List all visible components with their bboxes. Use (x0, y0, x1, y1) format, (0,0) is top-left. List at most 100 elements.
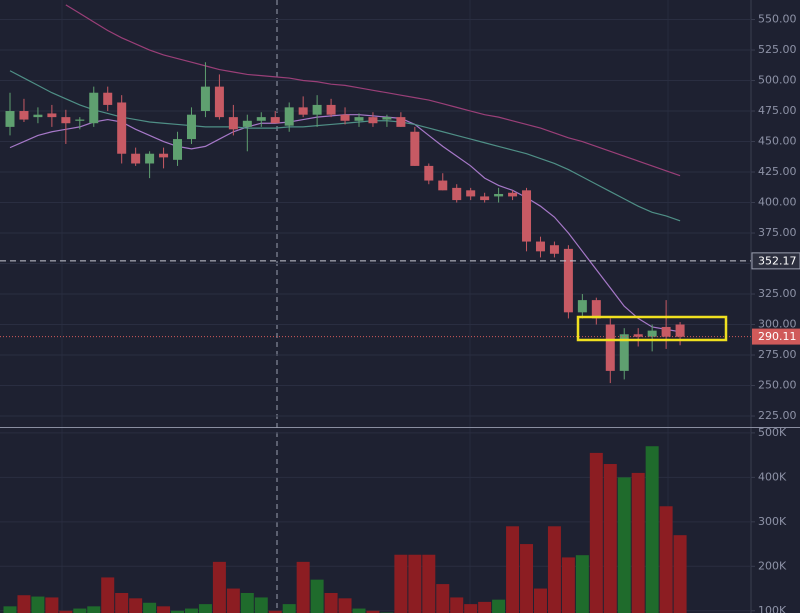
volume-bar (17, 595, 31, 613)
volume-bar (254, 597, 268, 613)
volume-bar (101, 577, 115, 613)
candle-body (117, 102, 127, 154)
candle-body (242, 120, 252, 127)
volume-bar (338, 598, 352, 613)
candle-body (619, 334, 629, 371)
candle-body (535, 241, 545, 252)
y-tick-label: 500.00 (758, 74, 797, 87)
volume-bar (59, 610, 73, 613)
volume-bar (478, 601, 492, 613)
volume-bar (212, 561, 226, 613)
candle-body (605, 324, 615, 371)
candle-body (173, 139, 183, 160)
candle-body (591, 300, 601, 319)
candle-body (312, 104, 322, 115)
candle-body (298, 107, 308, 115)
candle-body (675, 324, 685, 337)
y-tick-label: 325.00 (758, 287, 797, 300)
candle-body (61, 117, 71, 124)
candle-body (368, 117, 378, 124)
candle-body (340, 114, 350, 121)
candle-body (382, 117, 392, 120)
y-tick-label: 200K (758, 559, 787, 572)
volume-bar (157, 606, 171, 613)
candle-body (159, 153, 169, 158)
volume-bar (492, 599, 506, 613)
volume-bar (366, 610, 380, 613)
candle-body (19, 111, 29, 120)
volume-bar (73, 608, 87, 613)
y-tick-label: 525.00 (758, 43, 797, 56)
candle-body (75, 119, 85, 121)
volume-bar (547, 526, 561, 613)
candle-body (47, 113, 57, 118)
y-tick-label: 225.00 (758, 409, 797, 422)
highlight-box (576, 315, 728, 342)
candle-body (256, 117, 266, 121)
volume-bar (408, 554, 422, 613)
volume-bar (436, 584, 450, 613)
candle-body (354, 117, 364, 121)
candle-body (200, 86, 210, 112)
volume-bar (268, 610, 282, 613)
candle-body (228, 117, 238, 130)
volume-bar (575, 555, 589, 613)
volume-bar (31, 596, 45, 613)
y-tick-label: 550.00 (758, 13, 797, 26)
candle-body (131, 153, 141, 164)
candle-body (522, 190, 532, 242)
candle-body (563, 248, 573, 313)
y-tick-label: 300K (758, 515, 787, 528)
volume-bar (506, 526, 520, 613)
candle-body (326, 104, 336, 115)
candle-body (424, 165, 434, 181)
y-tick-label: 450.00 (758, 135, 797, 148)
candle-body (466, 190, 476, 197)
volume-bar (394, 554, 408, 613)
candle-body (633, 334, 643, 337)
volume-bar (198, 604, 212, 613)
y-tick-label: 400K (758, 470, 787, 483)
candle-body (214, 86, 224, 118)
volume-bar (324, 592, 338, 613)
candle-body (33, 114, 43, 118)
volume-bar (352, 608, 366, 613)
candle-body (480, 196, 490, 201)
candle-body (410, 131, 420, 166)
volume-bar (450, 597, 464, 613)
price-label: 290.11 (758, 330, 797, 343)
volume-bar (673, 535, 687, 613)
volume-bar (87, 606, 101, 613)
volume-bar (296, 561, 310, 613)
candle-body (647, 330, 657, 337)
candle-body (103, 92, 113, 105)
y-tick-label: 100K (758, 604, 787, 613)
y-tick-label: 475.00 (758, 104, 797, 117)
volume-bar (143, 602, 157, 613)
candle-body (270, 117, 280, 124)
candle-body (5, 111, 15, 127)
candle-body (549, 245, 559, 254)
volume-bar (3, 606, 17, 613)
volume-bar (603, 464, 617, 613)
volume-bar (310, 579, 324, 613)
candle-body (186, 114, 196, 140)
candle-body (494, 193, 504, 197)
candle-body (89, 92, 99, 124)
candle-body (396, 117, 406, 127)
y-tick-label: 425.00 (758, 165, 797, 178)
volume-bar (631, 472, 645, 613)
volume-bar (129, 598, 143, 613)
volume-bar (115, 592, 129, 613)
price-label-box (751, 252, 800, 270)
volume-bar (464, 604, 478, 613)
volume-bar (282, 604, 296, 613)
volume-bar (617, 477, 631, 613)
candle-body (661, 326, 671, 337)
candle-body (508, 192, 518, 197)
moving-average (65, 4, 681, 177)
volume-bar (645, 446, 659, 613)
candle-body (284, 107, 294, 126)
